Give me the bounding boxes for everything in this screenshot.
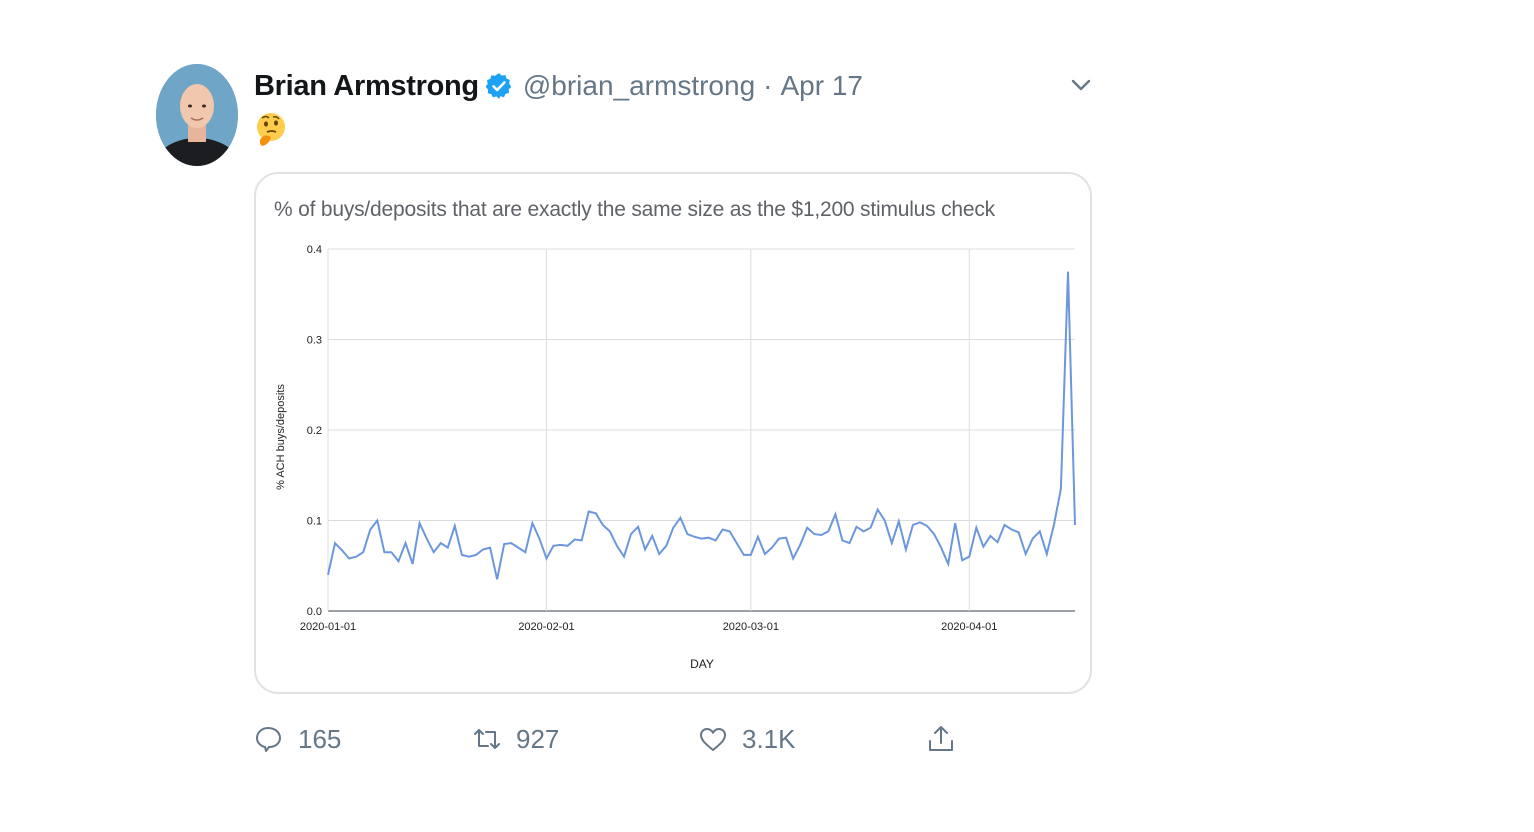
- media-card[interactable]: [254, 172, 1092, 694]
- tweet-date[interactable]: Apr 17: [780, 70, 863, 101]
- x-axis-ticks: 2020-01-01 2020-02-01 2020-03-01 2020-04-01: [300, 621, 998, 633]
- y-tick-label: 0.4: [307, 244, 322, 256]
- avatar[interactable]: [156, 64, 238, 166]
- retweet-button[interactable]: 927: [472, 718, 559, 760]
- y-axis-ticks: 0.0 0.1 0.2 0.3 0.4: [307, 244, 322, 618]
- x-tick-label: 2020-03-01: [723, 621, 779, 633]
- reply-button[interactable]: 165: [254, 718, 341, 760]
- retweet-count: 927: [516, 723, 560, 754]
- like-button[interactable]: 3.1K: [698, 718, 796, 760]
- y-tick-label: 0.1: [307, 516, 322, 528]
- like-count: 3.1K: [742, 723, 796, 754]
- verified-badge-icon: [485, 72, 513, 100]
- x-axis-label: DAY: [690, 657, 714, 671]
- author-handle[interactable]: @brian_armstrong: [522, 70, 756, 101]
- y-tick-label: 0.2: [307, 425, 322, 437]
- series-line: [327, 271, 1076, 580]
- reply-icon: [256, 727, 281, 752]
- heart-icon: [700, 728, 726, 751]
- y-axis-label: % ACH buys/deposits: [275, 384, 287, 490]
- reply-count: 165: [298, 723, 342, 754]
- chevron-down-icon[interactable]: [1068, 74, 1094, 96]
- chart-grid: [327, 248, 1075, 612]
- y-tick-label: 0.0: [307, 606, 322, 618]
- thinking-face-icon: [254, 110, 288, 148]
- chart-title: % of buys/deposits that are exactly the …: [274, 198, 995, 221]
- x-tick-label: 2020-04-01: [941, 621, 997, 633]
- x-tick-label: 2020-01-01: [300, 621, 356, 633]
- retweet-icon: [474, 729, 500, 749]
- avatar-image: [156, 64, 238, 166]
- share-icon: [929, 726, 953, 751]
- header-separator: ·: [763, 70, 773, 101]
- tweet-header: Brian Armstrong @brian_armstrong · Apr 1…: [254, 66, 863, 106]
- share-button[interactable]: [926, 718, 956, 760]
- y-tick-label: 0.3: [307, 335, 322, 347]
- author-name[interactable]: Brian Armstrong: [254, 69, 479, 102]
- x-tick-label: 2020-02-01: [518, 621, 574, 633]
